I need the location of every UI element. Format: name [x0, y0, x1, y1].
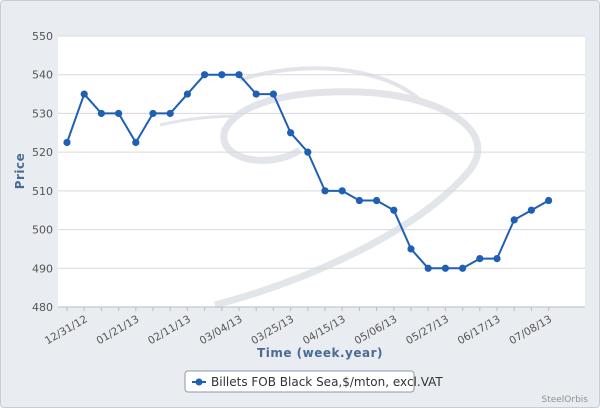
data-point[interactable]	[235, 71, 243, 79]
y-tick-label: 530	[32, 107, 53, 120]
data-point[interactable]	[63, 138, 71, 147]
data-point[interactable]	[252, 90, 260, 98]
data-point[interactable]	[183, 90, 191, 98]
y-tick-label: 500	[32, 224, 53, 237]
watermark	[159, 66, 482, 309]
legend-marker-icon	[195, 378, 203, 386]
x-tick-label: 03/04/13	[198, 313, 245, 347]
data-point[interactable]	[407, 245, 415, 253]
data-point[interactable]	[132, 138, 140, 147]
data-point[interactable]	[459, 264, 467, 272]
credit-label[interactable]: SteelOrbis	[541, 395, 588, 405]
y-tick-label: 520	[32, 146, 53, 159]
data-point[interactable]	[287, 129, 295, 137]
data-point[interactable]	[355, 196, 363, 205]
y-tick-label: 490	[32, 262, 53, 275]
data-point[interactable]	[80, 90, 88, 98]
data-point[interactable]	[218, 71, 226, 79]
legend-box	[184, 370, 415, 393]
x-axis-ticks: 12/31/12 01/21/13 02/11/13 03/04/13 03/25/13…	[43, 307, 554, 347]
x-tick-label: 03/25/13	[249, 313, 296, 347]
data-point[interactable]	[97, 109, 105, 118]
data-point[interactable]	[338, 187, 346, 195]
x-axis-title: Time (week.year)	[257, 346, 383, 360]
data-point[interactable]	[476, 255, 484, 263]
y-axis-ticks: 480 490 500 510 520 530 540 550	[32, 30, 53, 314]
data-point[interactable]	[373, 196, 381, 205]
data-point[interactable]	[441, 264, 449, 272]
data-point[interactable]	[510, 216, 518, 224]
series-layer	[63, 71, 553, 272]
data-point[interactable]	[424, 264, 432, 272]
x-tick-label: 05/06/13	[352, 313, 399, 347]
x-tick-label: 04/15/13	[301, 313, 348, 347]
legend-label: Billets FOB Black Sea,$/mton, excl.VAT	[211, 375, 443, 389]
data-point[interactable]	[527, 206, 536, 214]
data-point[interactable]	[166, 109, 174, 118]
data-point[interactable]	[390, 206, 398, 214]
data-point[interactable]	[545, 196, 553, 205]
data-point[interactable]	[493, 255, 501, 263]
y-tick-label: 550	[32, 30, 53, 43]
data-point[interactable]	[304, 148, 312, 156]
y-tick-label: 540	[32, 69, 53, 82]
y-axis-title: Price	[13, 153, 27, 190]
data-point[interactable]	[201, 71, 209, 79]
x-tick-label: 07/08/13	[507, 313, 554, 347]
data-point[interactable]	[321, 187, 329, 195]
y-tick-label: 510	[32, 185, 53, 198]
data-point[interactable]	[149, 109, 157, 118]
x-tick-label: 02/11/13	[146, 313, 193, 347]
y-tick-label: 480	[32, 301, 53, 314]
x-tick-label: 06/17/13	[456, 313, 503, 347]
x-tick-label: 01/21/13	[94, 313, 141, 347]
data-point[interactable]	[115, 109, 123, 118]
legend[interactable]: Billets FOB Black Sea,$/mton, excl.VAT	[184, 370, 443, 393]
x-tick-label: 05/27/13	[404, 313, 451, 347]
data-point[interactable]	[269, 90, 277, 98]
x-tick-label: 12/31/12	[43, 313, 90, 347]
